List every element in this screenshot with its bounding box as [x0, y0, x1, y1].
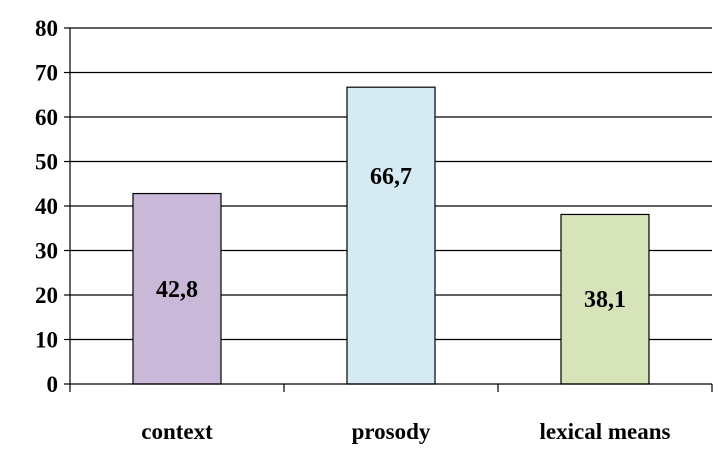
data-label: 66,7 [370, 164, 412, 190]
y-tick-label: 0 [47, 372, 59, 397]
y-tick-label: 60 [35, 105, 58, 130]
y-tick-label: 80 [35, 16, 58, 41]
bars [132, 86, 650, 385]
y-tick-label: 50 [35, 150, 58, 175]
data-label: 42,8 [156, 277, 198, 303]
y-tick-label: 30 [35, 239, 58, 264]
bar-lexical-means [560, 213, 650, 385]
y-tick-label: 70 [35, 61, 58, 86]
bar-prosody [346, 86, 436, 385]
labels: 0 10 20 30 40 50 60 70 80 42,8 context 66,7 prosody 3… [35, 16, 671, 444]
data-label: 38,1 [584, 287, 626, 313]
x-tick-label: prosody [352, 419, 431, 444]
y-tick-label: 40 [35, 194, 58, 219]
y-tick-label: 20 [35, 283, 58, 308]
x-tick-label: lexical means [540, 419, 671, 444]
bar-context [132, 192, 222, 385]
axes [64, 27, 713, 392]
x-tick-label: context [141, 419, 213, 444]
y-tick-label: 10 [35, 328, 58, 353]
